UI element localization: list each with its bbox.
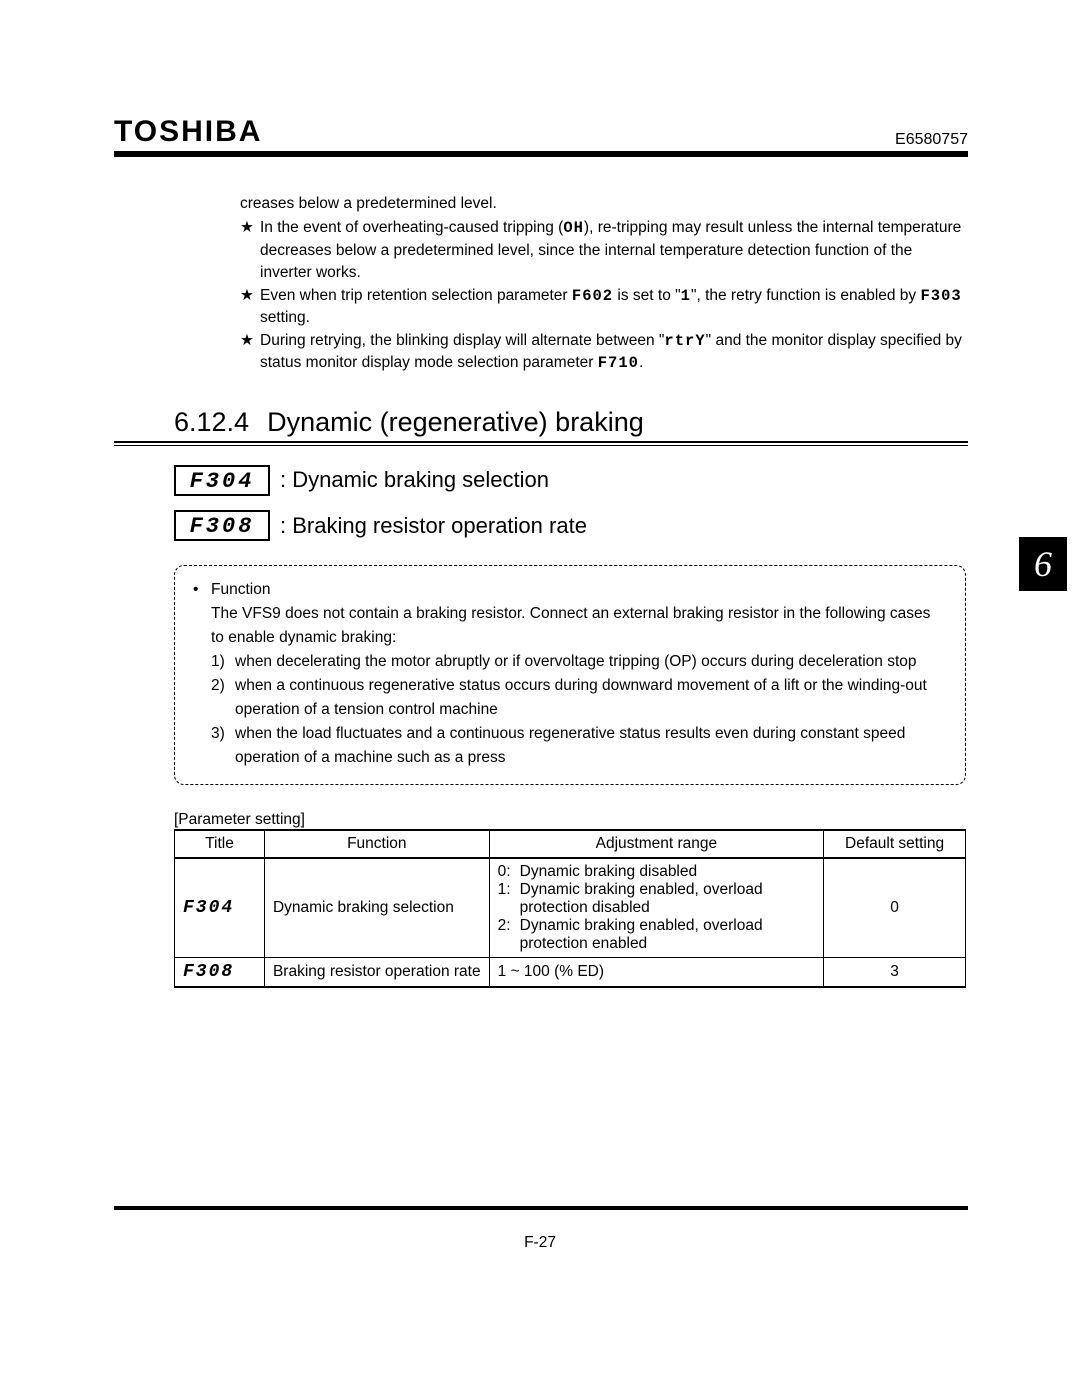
section-title: Dynamic (regenerative) braking	[267, 407, 644, 438]
parameter-code-box: F304	[174, 465, 270, 496]
function-bullet: • Function	[193, 578, 947, 602]
page-number: F-27	[0, 1234, 1080, 1252]
star-note-3: ★ During retrying, the blinking display …	[240, 330, 968, 375]
star-text: During retrying, the blinking display wi…	[260, 330, 968, 375]
continuation-text: creases below a predetermined level. ★ I…	[240, 193, 968, 375]
function-box: • Function The VFS9 does not contain a b…	[174, 565, 966, 785]
document-number: E6580757	[895, 131, 968, 149]
cell-default: 3	[824, 958, 966, 988]
parameter-code-box: F308	[174, 510, 270, 541]
list-item-3: 3)when the load fluctuates and a continu…	[211, 722, 947, 770]
parameter-row: F308 : Braking resistor operation rate	[174, 510, 968, 541]
cell-title: F304	[175, 858, 265, 958]
brand-logo: TOSHIBA	[114, 115, 262, 149]
list-item-1: 1)when decelerating the motor abruptly o…	[211, 650, 947, 674]
cell-adjustment: 1 ~ 100 (% ED)	[489, 958, 824, 988]
chapter-tab: 6	[1019, 537, 1067, 591]
header-bar: TOSHIBA E6580757	[114, 115, 968, 157]
star-text: Even when trip retention selection param…	[260, 285, 968, 330]
star-icon: ★	[240, 285, 260, 330]
star-text: In the event of overheating-caused tripp…	[260, 217, 968, 284]
section-heading: 6.12.4 Dynamic (regenerative) braking	[114, 407, 968, 443]
section-number: 6.12.4	[174, 407, 249, 438]
parameter-code-list: F304 : Dynamic braking selection F308 : …	[174, 465, 968, 542]
cell-function: Braking resistor operation rate	[264, 958, 489, 988]
cell-title: F308	[175, 958, 265, 988]
cell-default: 0	[824, 858, 966, 958]
star-note-1: ★ In the event of overheating-caused tri…	[240, 217, 968, 284]
segment-code: F710	[598, 354, 639, 372]
segment-code: OH	[563, 219, 584, 237]
text-line: creases below a predetermined level.	[240, 193, 968, 215]
segment-code: F303	[921, 287, 962, 305]
table-row: F308 Braking resistor operation rate 1 ~…	[175, 958, 966, 988]
table-header-row: Title Function Adjustment range Default …	[175, 830, 966, 858]
star-icon: ★	[240, 217, 260, 284]
segment-code: 1	[681, 287, 691, 305]
col-default: Default setting	[824, 830, 966, 858]
col-function: Function	[264, 830, 489, 858]
parameter-label: : Dynamic braking selection	[280, 467, 549, 493]
parameter-label: : Braking resistor operation rate	[280, 513, 587, 539]
star-icon: ★	[240, 330, 260, 375]
star-note-2: ★ Even when trip retention selection par…	[240, 285, 968, 330]
footer-rule	[114, 1206, 968, 1210]
parameter-row: F304 : Dynamic braking selection	[174, 465, 968, 496]
function-heading: Function	[211, 578, 270, 602]
table-caption: [Parameter setting]	[174, 811, 968, 829]
cell-adjustment: 0:Dynamic braking disabled 1:Dynamic bra…	[489, 858, 824, 958]
col-adjustment: Adjustment range	[489, 830, 824, 858]
segment-code: F602	[572, 287, 613, 305]
cell-function: Dynamic braking selection	[264, 858, 489, 958]
segment-code: rtrY	[664, 332, 705, 350]
function-intro: The VFS9 does not contain a braking resi…	[211, 602, 947, 650]
table-row: F304 Dynamic braking selection 0:Dynamic…	[175, 858, 966, 958]
parameter-table: Title Function Adjustment range Default …	[174, 829, 966, 988]
page-content: TOSHIBA E6580757 creases below a predete…	[114, 115, 968, 988]
list-item-2: 2)when a continuous regenerative status …	[211, 674, 947, 722]
bullet-icon: •	[193, 578, 211, 602]
col-title: Title	[175, 830, 265, 858]
